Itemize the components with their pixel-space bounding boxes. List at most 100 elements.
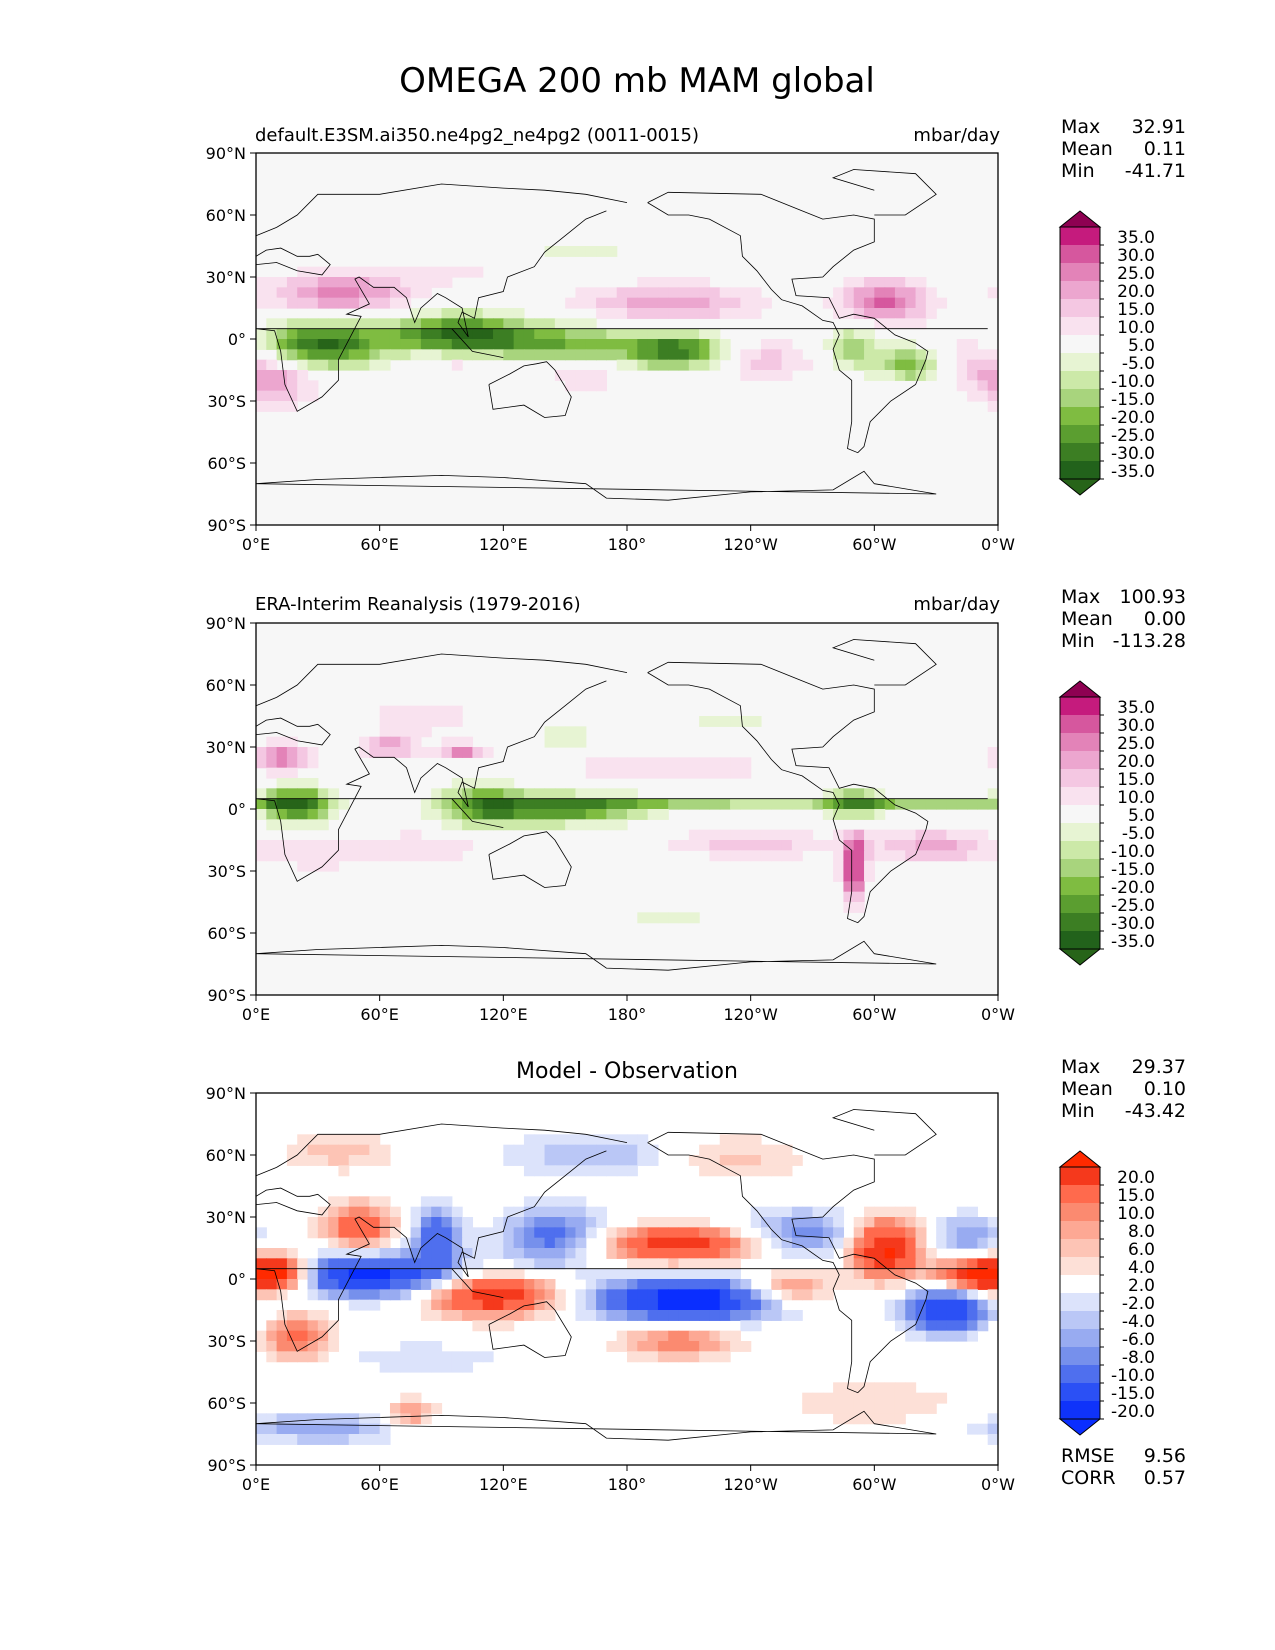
- field-cell: [699, 829, 711, 841]
- field-cell: [276, 370, 288, 381]
- field-cell: [472, 339, 484, 350]
- field-cell: [317, 788, 329, 800]
- field-cell: [400, 1248, 412, 1259]
- field-cell: [627, 1227, 638, 1239]
- field-cell: [864, 1279, 875, 1290]
- colorbar-segment: [1060, 245, 1100, 263]
- field-cell: [760, 840, 772, 851]
- field-cell: [596, 1134, 607, 1146]
- field-cell: [565, 1196, 577, 1208]
- field-cell: [719, 767, 731, 779]
- colorbar-label: -8.0: [1122, 1348, 1155, 1368]
- field-cell: [678, 912, 690, 924]
- field-cell: [730, 1248, 741, 1259]
- field-cell: [462, 1310, 474, 1321]
- field-cell: [307, 266, 319, 278]
- field-cell: [482, 328, 494, 340]
- y-tick-label: 90°S: [207, 1456, 246, 1475]
- field-cell: [338, 1227, 350, 1239]
- field-cell: [544, 809, 556, 820]
- field-cell: [328, 1423, 340, 1435]
- field-cell: [256, 1227, 267, 1239]
- field-cell: [420, 1403, 432, 1414]
- field-cell: [956, 370, 968, 381]
- field-cell: [905, 339, 917, 350]
- field-cell: [688, 829, 700, 841]
- field-cell: [771, 1165, 783, 1177]
- field-cell: [554, 1165, 566, 1177]
- field-cell: [266, 297, 278, 309]
- field-cell: [256, 1268, 267, 1280]
- field-cell: [389, 850, 401, 862]
- field-cell: [771, 1227, 783, 1239]
- field-cell: [822, 1403, 834, 1414]
- field-cell: [400, 840, 412, 851]
- field-cell: [513, 1155, 525, 1166]
- field-cell: [544, 726, 556, 738]
- field-cell: [657, 1299, 669, 1311]
- field-cell: [266, 1423, 278, 1435]
- field-cell: [925, 798, 937, 810]
- field-cell: [297, 860, 309, 872]
- field-cell: [956, 840, 968, 851]
- field-cell: [441, 850, 453, 862]
- colorbar-segment: [1060, 805, 1100, 823]
- field-cell: [256, 798, 267, 810]
- field-cell: [606, 297, 618, 309]
- field-cell: [915, 850, 927, 862]
- field-cell: [328, 860, 340, 872]
- field-cell: [647, 308, 659, 319]
- field-cell: [307, 1289, 319, 1301]
- field-cell: [554, 798, 566, 810]
- field-cell: [575, 1217, 587, 1228]
- field-cell: [843, 359, 855, 371]
- field-cell: [802, 1206, 814, 1218]
- field-cell: [317, 1289, 329, 1301]
- field-cell: [946, 798, 958, 810]
- field-cell: [369, 1134, 381, 1146]
- field-cell: [760, 1144, 772, 1156]
- field-cell: [369, 359, 381, 371]
- x-tick-label: 0°E: [242, 1005, 270, 1024]
- field-cell: [410, 726, 422, 738]
- field-cell: [781, 1268, 793, 1280]
- field-cell: [523, 788, 535, 800]
- field-cell: [946, 1227, 958, 1239]
- field-cell: [585, 1134, 597, 1146]
- field-cell: [771, 1237, 783, 1249]
- field-cell: [369, 1351, 381, 1363]
- field-cell: [565, 1144, 577, 1156]
- field-cell: [843, 798, 855, 810]
- field-cell: [699, 1310, 711, 1321]
- field-cell: [286, 318, 298, 330]
- field-cell: [441, 1196, 453, 1208]
- field-cell: [699, 1165, 711, 1177]
- field-cell: [894, 318, 906, 330]
- field-cell: [925, 1330, 937, 1342]
- field-cell: [678, 277, 690, 288]
- field-cell: [544, 1196, 556, 1208]
- field-cell: [884, 1227, 896, 1239]
- field-cell: [503, 1155, 515, 1166]
- field-cell: [750, 1134, 762, 1146]
- colorbar-label: 10.0: [1117, 788, 1155, 808]
- field-cell: [472, 1279, 484, 1290]
- field-cell: [709, 829, 721, 841]
- coastline: [255, 1123, 628, 1177]
- field-cell: [328, 1434, 340, 1445]
- field-cell: [379, 716, 391, 727]
- field-cell: [750, 1155, 762, 1166]
- field-cell: [678, 349, 690, 361]
- field-cell: [256, 339, 267, 350]
- field-cell: [575, 1144, 587, 1156]
- field-cell: [843, 349, 855, 361]
- field-cell: [637, 1134, 649, 1146]
- field-cell: [513, 339, 525, 350]
- field-cell: [317, 1423, 329, 1435]
- field-cell: [699, 349, 711, 361]
- field-cell: [596, 1144, 607, 1156]
- field-cell: [369, 1217, 381, 1228]
- field-cell: [874, 359, 886, 371]
- field-cell: [967, 840, 978, 851]
- colorbar-segment: [1060, 371, 1100, 389]
